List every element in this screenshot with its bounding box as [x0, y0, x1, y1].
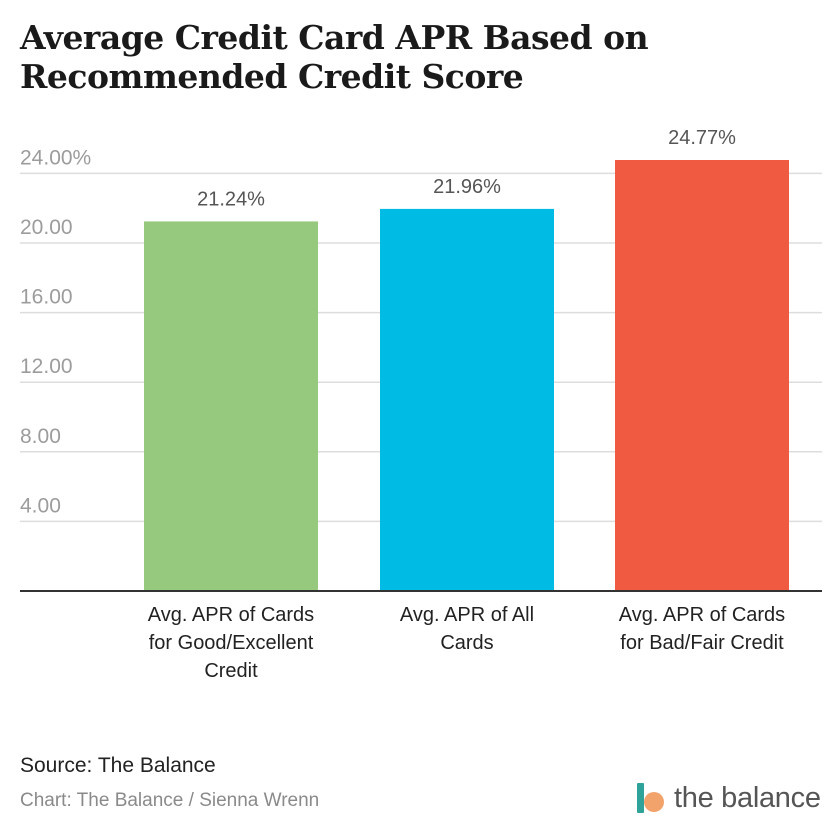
category-label: Avg. APR of Cards for Good/Excellent Credi…: [148, 604, 314, 682]
chart-credit: Chart: The Balance / Sienna Wrenn: [20, 790, 320, 811]
source-note: Source: The Balance: [20, 754, 216, 777]
category-label-line: for Good/Excellent: [149, 632, 314, 654]
category-label: Avg. APR of All Cards: [400, 604, 534, 654]
bar: [144, 221, 318, 591]
bar-value-label: 21.24%: [197, 188, 265, 210]
bar-value-label: 21.96%: [433, 176, 501, 198]
logo-bar-shape: [637, 783, 644, 813]
category-label: Avg. APR of Cards for Bad/Fair Credit: [619, 604, 785, 654]
category-label-line: Avg. APR of All: [400, 604, 534, 626]
title-line-2: Recommended Credit Score: [20, 57, 524, 96]
y-tick-label: 24.00%: [20, 146, 91, 169]
y-tick-label: 16.00: [20, 286, 73, 309]
category-label-line: for Bad/Fair Credit: [620, 632, 784, 654]
bar-chart: 4.00 8.00 12.00 16.00 20.00 24.00% 21.24% Avg. …: [20, 127, 822, 682]
category-label-line: Cards: [440, 632, 493, 654]
y-tick-label: 12.00: [20, 355, 73, 378]
bar-value-label: 24.77%: [668, 127, 736, 149]
bar: [615, 160, 789, 591]
logo-dot-shape: [644, 792, 664, 812]
logo-text: the balance: [674, 781, 821, 814]
chart-title: Average Credit Card APR Based on Recomme…: [20, 18, 820, 96]
y-tick-label: 8.00: [20, 425, 61, 448]
the-balance-logo-icon: [636, 781, 666, 815]
bar: [380, 208, 554, 591]
category-label-line: Credit: [204, 660, 258, 682]
the-balance-logo: the balance: [636, 780, 821, 816]
y-tick-label: 4.00: [20, 494, 61, 517]
category-label-line: Avg. APR of Cards: [619, 604, 785, 626]
category-label-line: Avg. APR of Cards: [148, 604, 314, 626]
title-line-1: Average Credit Card APR Based on: [20, 18, 649, 57]
y-tick-label: 20.00: [20, 216, 73, 239]
